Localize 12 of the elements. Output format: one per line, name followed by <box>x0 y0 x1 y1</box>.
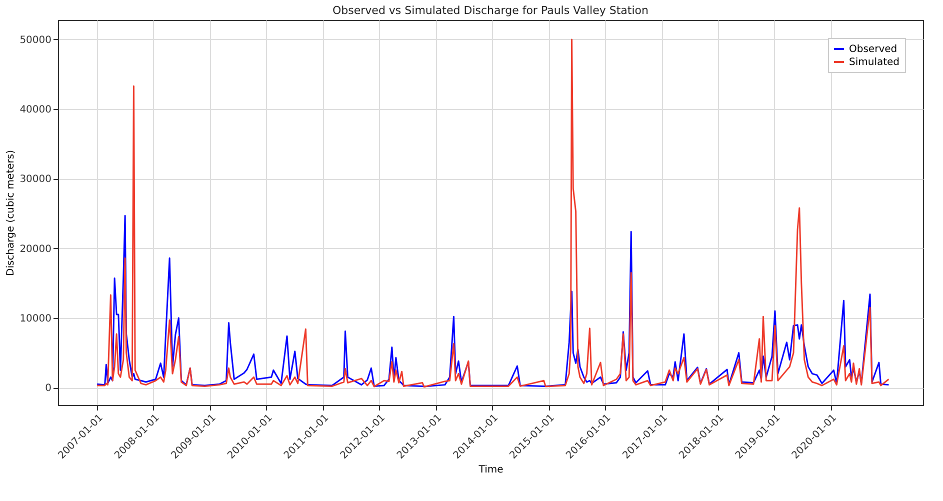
legend-label: Simulated <box>849 57 900 68</box>
x-axis-title: Time <box>478 464 504 476</box>
y-tick-label: 0 <box>45 383 52 394</box>
y-tick-label: 40000 <box>20 104 52 116</box>
y-tick-label: 30000 <box>20 174 52 186</box>
chart-title: Observed vs Simulated Discharge for Pauls Valley Station <box>332 4 649 17</box>
y-axis-title: Discharge (cubic meters) <box>6 150 17 276</box>
line-series <box>96 214 890 388</box>
y-tick-label: 10000 <box>20 313 52 324</box>
y-tick-label: 20000 <box>20 244 52 255</box>
legend-label: Observed <box>849 44 898 55</box>
y-tick-label: 50000 <box>20 34 52 46</box>
